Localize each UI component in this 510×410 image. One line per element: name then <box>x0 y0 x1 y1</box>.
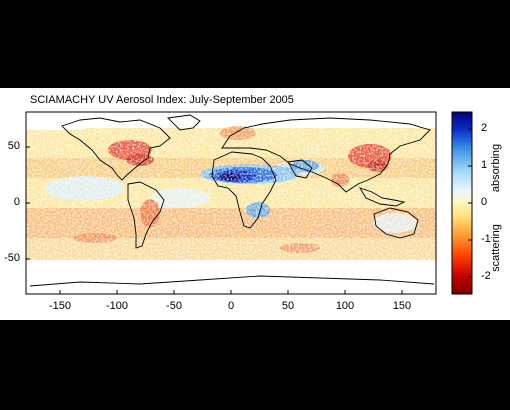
y-tick-label: 0 <box>13 196 20 208</box>
map-figure <box>25 111 473 295</box>
colorbar-label-absorbing: absorbing <box>490 143 502 193</box>
x-tick-label: -150 <box>48 300 72 312</box>
y-tick-marks <box>26 146 30 260</box>
australia-coast <box>373 207 419 239</box>
map-title: SCIAMACHY UV Aerosol Index: July-Septemb… <box>30 94 294 106</box>
aerosol-field <box>26 112 436 294</box>
colorbar-tick-label: 1 <box>481 159 488 171</box>
x-tick-marks <box>59 290 403 294</box>
eurasia-coast <box>221 117 431 193</box>
y-tick-label: 50 <box>7 140 20 152</box>
north-america-coast <box>61 117 171 181</box>
x-tick-label: -100 <box>105 300 129 312</box>
greenland-coast <box>167 114 201 131</box>
x-tick-label: -50 <box>166 300 182 312</box>
coastlines <box>29 114 435 287</box>
colorbar-tick-label: -2 <box>481 270 491 282</box>
africa-coast <box>211 151 277 229</box>
x-tick-label: 150 <box>392 300 412 312</box>
x-tick-label: 50 <box>281 300 295 312</box>
colorbar-tick-label: -1 <box>481 233 491 245</box>
south-america-coast <box>127 181 165 249</box>
figure-panel: SCIAMACHY UV Aerosol Index: July-Septemb… <box>0 88 510 320</box>
southeast-asia-islands <box>358 187 406 207</box>
colorbar-label-scattering: scattering <box>490 224 502 272</box>
x-tick-label: 100 <box>335 300 355 312</box>
x-tick-label: 0 <box>227 300 235 312</box>
y-tick-label: -50 <box>4 252 20 264</box>
colorbar-tick-marks <box>468 128 472 278</box>
colorbar-tick-label: 2 <box>481 122 488 134</box>
antarctica-coast <box>29 275 435 287</box>
colorbar-tick-label: 0 <box>481 196 488 208</box>
arabia-coast <box>287 159 313 179</box>
